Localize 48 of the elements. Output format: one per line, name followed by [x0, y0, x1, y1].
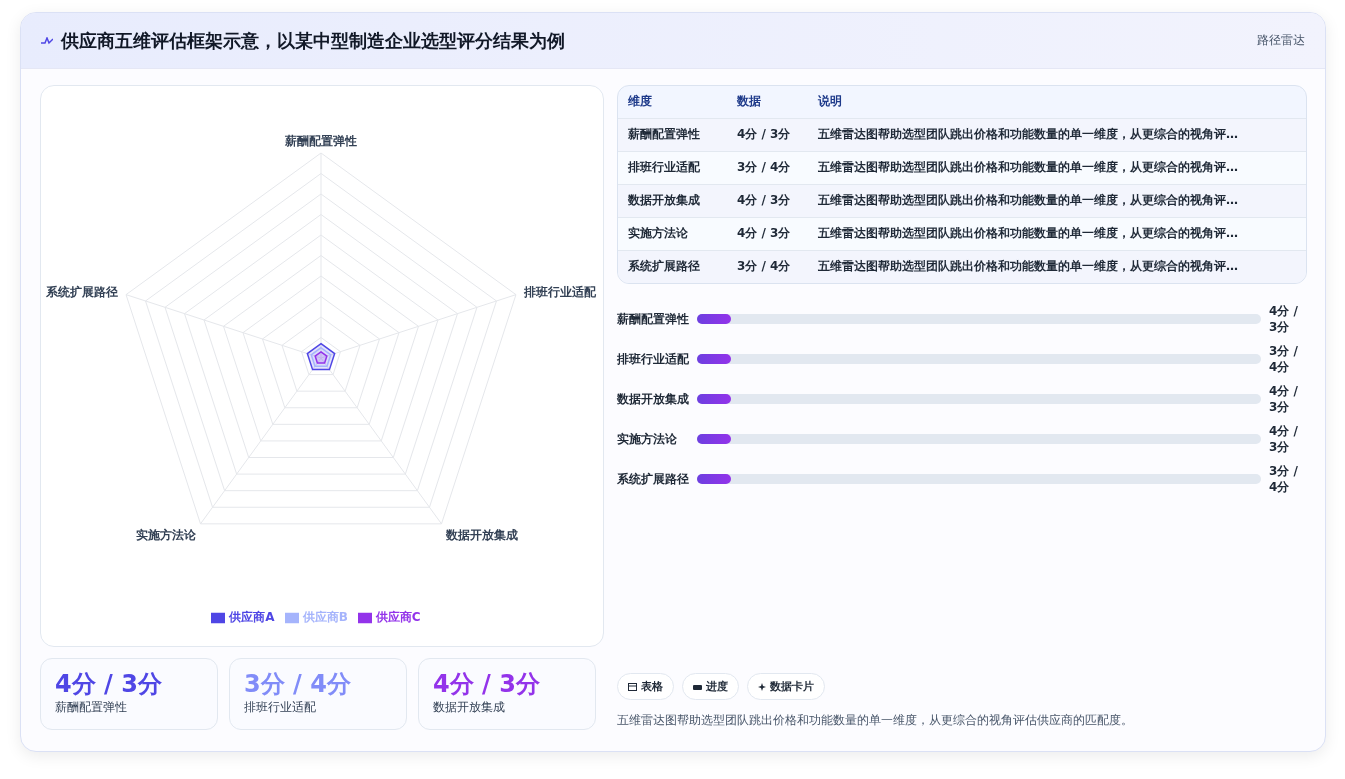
text: 实施方法论: [628, 226, 688, 240]
category-label: 维度: [627, 93, 653, 111]
text: 进度: [682, 673, 739, 700]
category-label: 薪酬配置弹性: [617, 310, 690, 328]
category-label: 薪酬配置弹性: [55, 699, 128, 716]
text: 表格: [617, 673, 674, 700]
text: 3分 / 4分: [244, 670, 351, 698]
category-label: 数据开放集成: [433, 699, 506, 716]
category-label: 排班行业适配: [617, 350, 690, 368]
text: 4分 / 3分: [1269, 384, 1298, 414]
category-label: 数据: [735, 93, 762, 111]
text: 五维雷达图帮助选型团队跳出价格和功能数量的单一维度，从更综合的视角评…: [817, 226, 1238, 240]
spoke-label: 排班行业适配: [522, 285, 597, 300]
text: 五维雷达图帮助选型团队跳出价格和功能数量的单一维度，从更综合的视角评…: [817, 259, 1238, 274]
category-label: 排班行业适配: [244, 699, 317, 716]
text: 数据开放集成: [628, 193, 700, 207]
text: 五维雷达图帮助选型团队跳出价格和功能数量的单一维度，从更综合的视角评…: [817, 127, 1238, 141]
text: 路径雷达: [1257, 32, 1305, 49]
legend-label: 供应商C: [375, 610, 421, 624]
category-label: 数据开放集成: [617, 390, 690, 408]
text: 系统扩展路径: [628, 259, 700, 274]
text: 4分 / 3分: [736, 226, 791, 240]
text: 4分 / 3分: [736, 193, 791, 207]
text: 4分 / 3分: [433, 670, 540, 698]
text: 3分 / 4分: [1269, 464, 1298, 494]
category-label: 系统扩展路径: [617, 470, 690, 488]
text: 4分 / 3分: [1269, 304, 1298, 334]
text: 4分 / 3分: [1269, 424, 1298, 454]
text: 3分 / 4分: [736, 259, 791, 274]
text: 供应商五维评估框架示意，以某中型制造企业选型评分结果为例: [61, 28, 565, 53]
spoke-label: 薪酬配置弹性: [284, 134, 357, 148]
text: 4分 / 3分: [55, 670, 162, 698]
text: 五维雷达图帮助选型团队跳出价格和功能数量的单一维度，从更综合的视角评…: [817, 160, 1238, 174]
text: 排班行业适配: [628, 160, 700, 174]
category-label: 实施方法论: [617, 430, 678, 448]
spoke-label: 实施方法论: [135, 527, 197, 542]
spoke-label: 系统扩展路径: [45, 285, 119, 300]
text: 五维雷达图帮助选型团队跳出价格和功能数量的单一维度，从更综合的视角评…: [817, 193, 1238, 207]
text: 薪酬配置弹性: [628, 127, 700, 141]
text: 3分 / 4分: [1269, 344, 1298, 374]
text: 数据卡片: [747, 673, 825, 700]
text: 4分 / 3分: [736, 127, 791, 141]
text: 3分 / 4分: [736, 160, 791, 174]
category-label: 说明: [816, 93, 843, 111]
text: 五维雷达图帮助选型团队跳出价格和功能数量的单一维度，从更综合的视角评估供应商的匹配度。: [617, 712, 1133, 729]
spoke-label: 数据开放集成: [445, 527, 519, 542]
legend-label: 供应商B: [302, 610, 348, 624]
legend-label: 供应商A: [229, 610, 275, 624]
